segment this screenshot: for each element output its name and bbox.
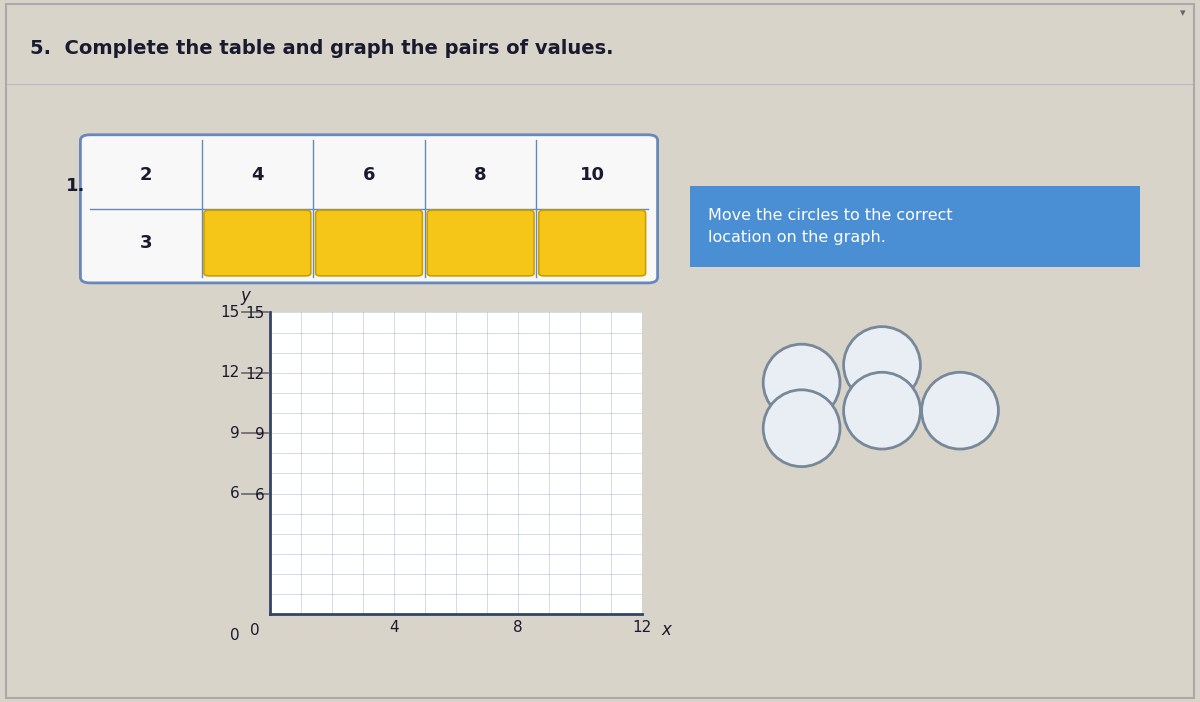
FancyBboxPatch shape (690, 186, 1140, 267)
Ellipse shape (763, 344, 840, 421)
Ellipse shape (844, 326, 920, 404)
Text: 15: 15 (221, 305, 240, 320)
Text: y: y (240, 287, 250, 305)
Ellipse shape (844, 372, 920, 449)
Text: 9: 9 (230, 425, 240, 441)
Text: 0: 0 (230, 628, 240, 643)
FancyBboxPatch shape (316, 210, 422, 276)
Ellipse shape (763, 390, 840, 467)
Ellipse shape (922, 372, 998, 449)
Text: 4: 4 (251, 166, 264, 184)
Text: ▾: ▾ (1180, 8, 1186, 18)
Text: 5.  Complete the table and graph the pairs of values.: 5. Complete the table and graph the pair… (30, 39, 613, 58)
Text: 12: 12 (221, 365, 240, 380)
Text: 10: 10 (580, 166, 605, 184)
Text: 2: 2 (139, 166, 152, 184)
Text: 3: 3 (139, 234, 152, 252)
Text: Move the circles to the correct
location on the graph.: Move the circles to the correct location… (708, 208, 953, 245)
Text: 6: 6 (362, 166, 376, 184)
FancyBboxPatch shape (204, 210, 311, 276)
Text: 0: 0 (250, 623, 259, 638)
Text: 8: 8 (474, 166, 487, 184)
Text: x: x (662, 621, 672, 640)
FancyBboxPatch shape (539, 210, 646, 276)
Text: 1.: 1. (66, 177, 85, 195)
Text: 6: 6 (230, 486, 240, 501)
FancyBboxPatch shape (427, 210, 534, 276)
FancyBboxPatch shape (80, 135, 658, 283)
